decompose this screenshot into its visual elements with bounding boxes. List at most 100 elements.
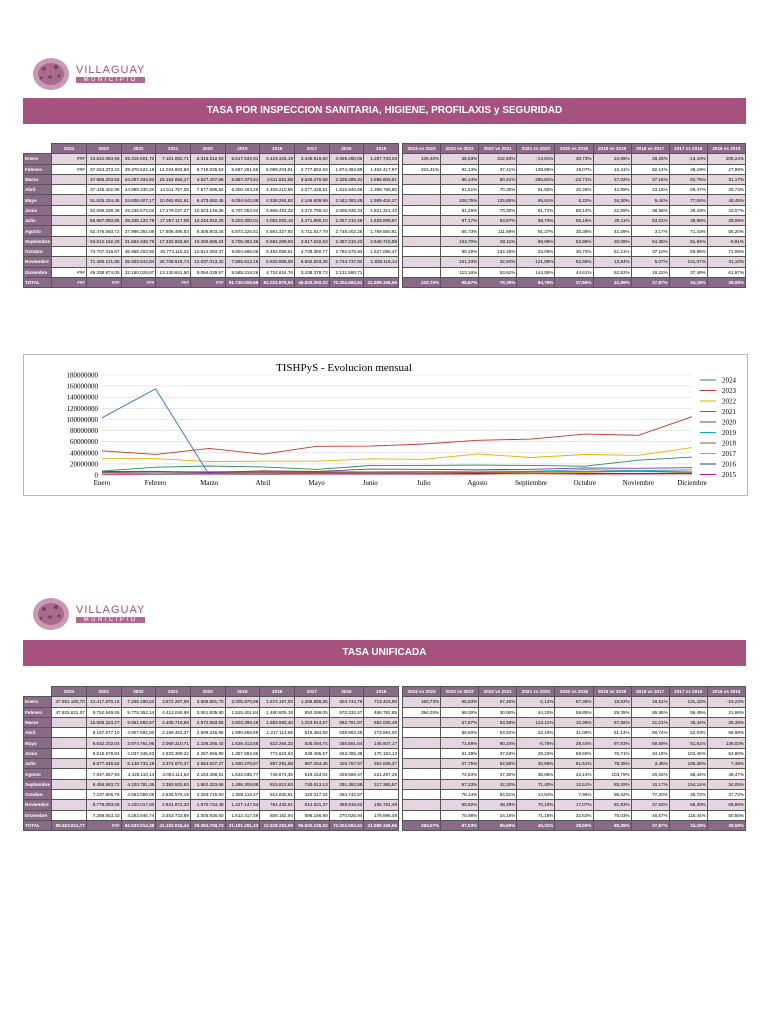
total-percent: 98,67% — [440, 276, 480, 289]
percent-cell: 30,73% — [554, 153, 594, 165]
percent-cell — [402, 225, 442, 237]
total-percent: 39,08% — [706, 819, 747, 832]
percent-cell: 27,63% — [630, 799, 670, 811]
value-cell: 7.237.905,78 — [85, 788, 122, 801]
gap-cell — [398, 768, 403, 780]
x-tick-label: Septiembre — [515, 479, 547, 487]
percent-cell: 48,19% — [668, 163, 708, 175]
percent-cell: 38,58% — [630, 204, 670, 217]
value-cell: 2.605.936,33 — [328, 204, 365, 217]
percent-cell: 21,01% — [630, 716, 670, 729]
percent-cell: 51,14% — [592, 727, 632, 739]
percent-cell: 39,58% — [668, 215, 708, 227]
value-cell: 4.419.325,19 — [259, 153, 295, 165]
series-line-2023 — [101, 416, 693, 455]
percent-cell: 5,07% — [630, 256, 670, 268]
percent-cell: -14,61% — [516, 153, 556, 165]
value-cell: 9.604.566,06 — [224, 245, 261, 258]
percent-cell: 104,70% — [440, 235, 480, 247]
value-cell: 55.887.093,85 — [85, 215, 122, 227]
value-cell: 1.874.363,89 — [328, 163, 365, 175]
value-cell — [51, 184, 87, 196]
percent-cell: 208,24% — [706, 153, 747, 165]
total-percent: 65,35% — [592, 819, 632, 832]
value-cell: 2.069.310,71 — [155, 737, 191, 749]
value-cell: 5.585.218,26 — [224, 266, 261, 278]
percent-cell: 35,39% — [554, 225, 594, 237]
value-cell: 6.316.512,93 — [189, 153, 226, 165]
x-tick-label: Agosto — [467, 479, 488, 487]
section2-title: TASA UNIFICADA — [23, 640, 746, 666]
table-row: Abril 9.157.677,10 4.907.692,50 3.168.453,3… — [22, 727, 747, 739]
value-cell: ### — [51, 153, 87, 165]
value-cell: 47.932.631,07 — [51, 706, 87, 718]
month-label: Mayo — [22, 737, 53, 749]
percent-cell: 97,17% — [440, 215, 480, 227]
percent-cell: 75,71% — [592, 747, 632, 760]
value-cell: 586.166,89 — [293, 809, 330, 821]
value-cell: 2.105.265,42 — [189, 737, 226, 749]
value-cell: 538.983,46 — [328, 727, 365, 739]
value-cell: 1.759.550,61 — [363, 225, 400, 237]
table-row: Mayo 6.632.202,04 3.874.761,96 2.069.310,71… — [22, 737, 747, 749]
x-tick-label: Octubre — [573, 479, 596, 487]
series-line-2016 — [101, 472, 693, 475]
value-cell — [51, 768, 87, 780]
value-cell: 4.711.817,79 — [293, 225, 330, 237]
percent-cell: 30,70% — [554, 245, 594, 258]
total-percent: 50,66% — [478, 819, 518, 832]
gap-cell — [398, 267, 403, 278]
percent-cell: 101,34% — [440, 256, 480, 268]
month-label: Noviembre — [22, 256, 53, 268]
percent-cell: -2,14% — [516, 696, 556, 708]
percent-cell: 48,53% — [440, 153, 480, 165]
total-value: 72.204.584,51 — [328, 276, 365, 289]
percent-cell: 61,97% — [706, 266, 747, 278]
value-cell: 1.670.734,48 — [189, 799, 226, 811]
comparison-header: 2017 vs 2016 — [668, 685, 708, 698]
value-cell: 13.130.841,50 — [155, 266, 191, 278]
percent-cell: 44,10% — [516, 706, 556, 718]
value-cell: 3.874.761,96 — [120, 737, 157, 749]
comparison-header: 2023 vs 2022 — [440, 685, 480, 698]
percent-cell: 37,49% — [668, 266, 708, 278]
percent-cell: 52,03% — [668, 727, 708, 739]
value-cell: 1.886.804,81 — [363, 173, 400, 186]
value-cell: 64.612.162,29 — [85, 235, 122, 247]
gap-cell — [398, 164, 403, 175]
percent-cell: 29,44% — [554, 737, 594, 749]
total-percent: 34,19% — [668, 276, 708, 289]
percent-cell: 53,92% — [478, 727, 518, 739]
month-label: Diciembre — [22, 266, 53, 278]
value-cell: 10.244.842,25 — [189, 215, 226, 227]
percent-cell: 32,63% — [554, 809, 594, 821]
percent-cell: 69,81% — [516, 194, 556, 206]
percent-cell: 65,15% — [554, 215, 594, 227]
percent-cell: 97,36% — [554, 696, 594, 708]
percent-cell: 27,16% — [630, 173, 670, 186]
percent-cell: 10,36% — [554, 716, 594, 729]
value-cell: 14.024.603,58 — [155, 163, 191, 175]
value-cell: 1.464.417,97 — [363, 163, 400, 175]
total-value: ### — [189, 276, 226, 289]
value-cell: 2.841.672,33 — [155, 799, 191, 811]
value-cell: 3.471.890,10 — [293, 215, 330, 227]
value-cell: 2.393.532,83 — [155, 778, 191, 790]
percent-cell: 20,08% — [592, 235, 632, 247]
total-percent: 39,08% — [706, 276, 747, 289]
total-percent: 38,90% — [554, 819, 594, 832]
gap-cell — [398, 799, 403, 811]
percent-cell: 34,30% — [592, 194, 632, 206]
gap-cell — [398, 820, 403, 831]
percent-cell: 65,95% — [630, 706, 670, 718]
value-cell: 4.262.846,74 — [120, 809, 157, 821]
x-tick-label: Enero — [94, 479, 111, 487]
percent-cell: 98,63% — [440, 696, 480, 708]
value-cell: 3.626.470,58 — [293, 173, 330, 186]
percent-cell: 45,44% — [668, 716, 708, 729]
value-cell: 36.968.203,92 — [120, 245, 157, 258]
value-cell: 468.782,85 — [363, 706, 400, 718]
percent-cell: 88,89% — [706, 799, 747, 811]
percent-cell: 27,99% — [706, 163, 747, 175]
value-cell: 24.297.334,62 — [120, 173, 157, 186]
